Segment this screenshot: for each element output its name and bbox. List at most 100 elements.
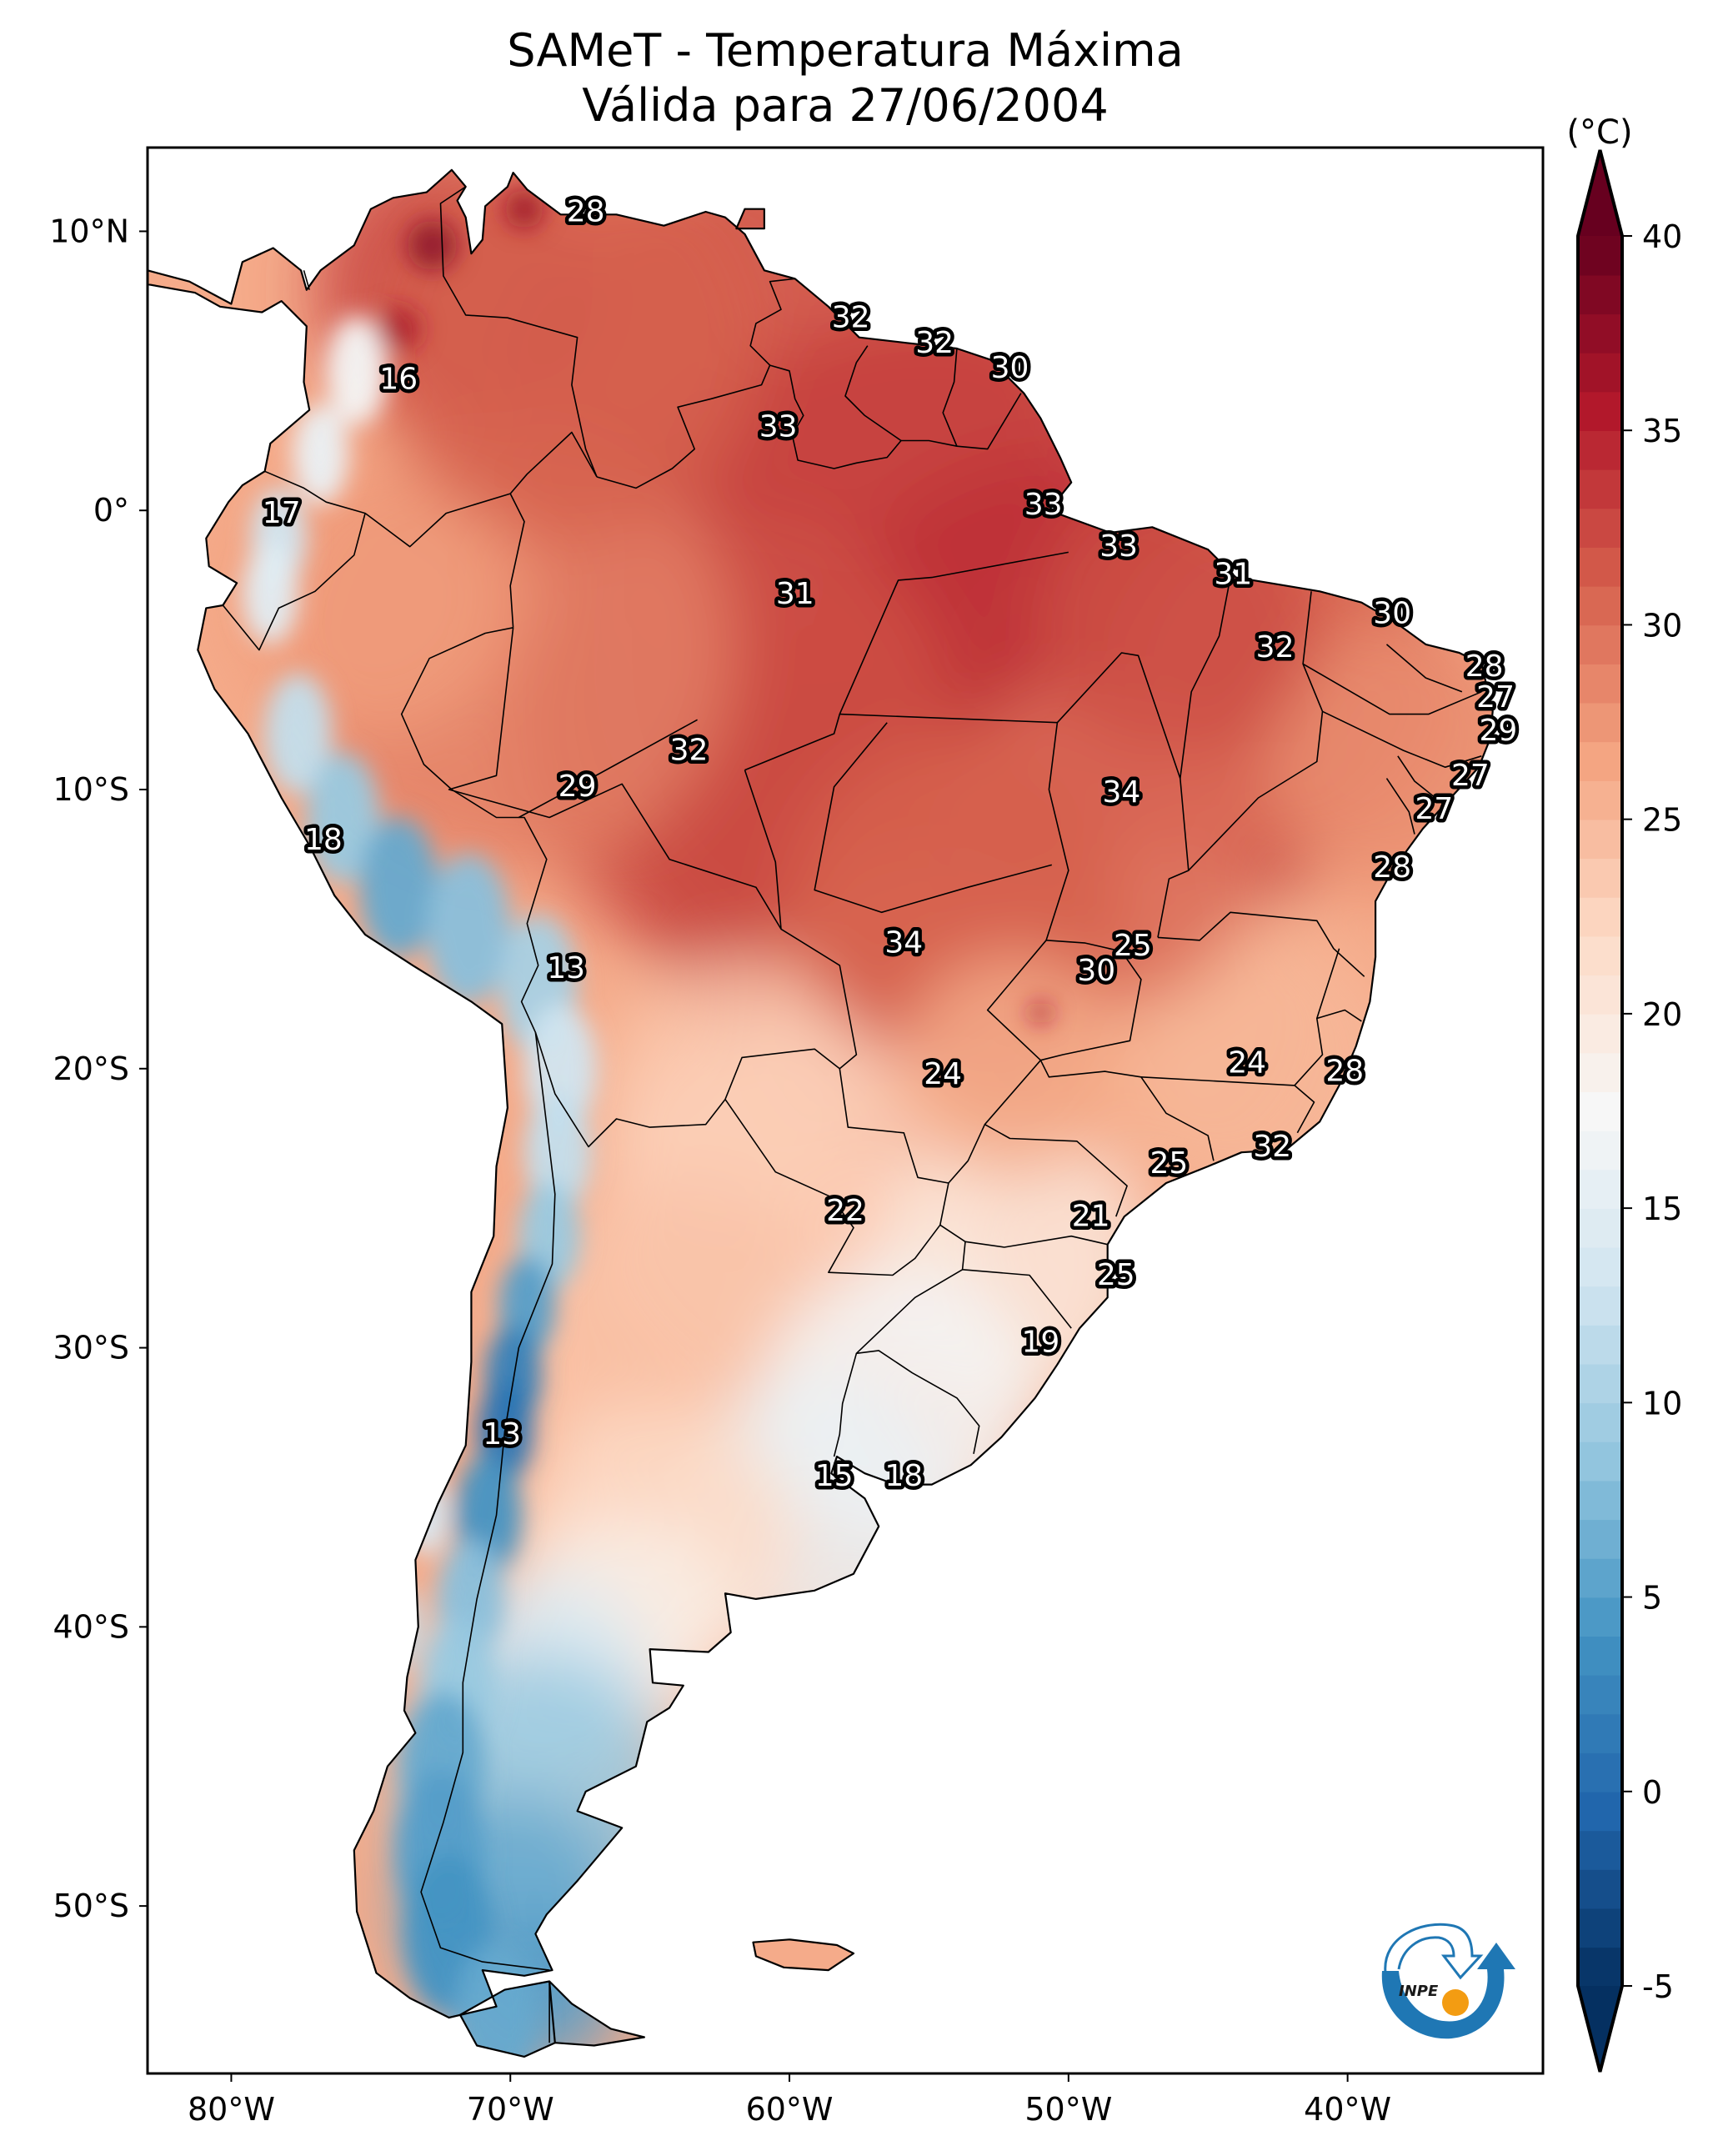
colorbar-level <box>1578 508 1622 548</box>
station-value-label: 32 <box>670 734 709 768</box>
colorbar-level <box>1578 430 1622 470</box>
colorbar-tick-label: 25 <box>1642 802 1682 839</box>
y-tick-label: 10°N <box>49 213 129 249</box>
border-line <box>1322 710 1482 768</box>
border-line <box>1385 778 1415 835</box>
border-line <box>956 393 1022 450</box>
border-line <box>596 278 795 489</box>
colorbar-segments <box>1578 150 1622 2072</box>
coastline-segment <box>752 1938 855 1972</box>
colorbar-level <box>1578 585 1622 626</box>
station-value-label: 15 <box>815 1459 854 1493</box>
colorbar-tick-label: 0 <box>1642 1774 1662 1811</box>
colorbar-level <box>1578 1286 1622 1326</box>
colorbar-level <box>1578 1091 1622 1131</box>
colorbar-level <box>1578 1402 1622 1442</box>
station-value-label: 31 <box>1214 558 1252 592</box>
station-value-label: 17 <box>263 496 301 530</box>
border-line <box>1316 948 1362 1022</box>
colorbar-tick-label: 35 <box>1642 413 1682 449</box>
station-value-label: 31 <box>776 577 814 611</box>
station-value-label: 25 <box>1097 1258 1135 1292</box>
border-line <box>222 513 366 651</box>
station-value-label: 33 <box>1099 529 1138 564</box>
colorbar-level <box>1578 1869 1622 1909</box>
colorbar: (°C) -5 0 5 10 15 20 25 30 35 40 <box>1566 113 1682 2073</box>
colorbar-level <box>1578 624 1622 664</box>
colorbar-level <box>1578 1325 1622 1365</box>
title-line-1: SAMeT - Temperatura Máxima <box>507 24 1184 77</box>
y-tick-label: 20°S <box>53 1050 129 1087</box>
colorbar-level <box>1578 352 1622 393</box>
colorbar-level <box>1578 469 1622 509</box>
border-line <box>1180 577 1231 779</box>
colorbar-level <box>1578 547 1622 587</box>
plot-frame <box>146 146 1545 2075</box>
station-value-label: 28 <box>1373 850 1411 885</box>
station-value-label: 13 <box>483 1417 521 1452</box>
coastline <box>148 168 1494 2058</box>
border-line <box>1188 591 1324 871</box>
border-line <box>400 627 548 1033</box>
station-value-label: 34 <box>1103 775 1141 810</box>
colorbar-level <box>1578 1830 1622 1870</box>
station-value-label: 27 <box>1451 759 1490 793</box>
y-axis-ticks: 10°N 0° 10°S 20°S 30°S 40°S 50°S <box>49 213 148 1924</box>
x-tick-label: 70°W <box>467 2091 554 2128</box>
border-line <box>744 551 1069 771</box>
temperature-field <box>148 169 1493 2057</box>
station-value-label: 32 <box>1253 1130 1291 1164</box>
station-value-label: 18 <box>884 1459 923 1493</box>
border-line <box>1140 1076 1315 1134</box>
station-value-label: 34 <box>884 926 923 960</box>
station-value-label: 29 <box>558 770 597 804</box>
country-borders <box>222 186 1482 2043</box>
border-line <box>1302 663 1482 715</box>
border-line <box>769 345 902 469</box>
colorbar-level <box>1578 1130 1622 1171</box>
station-value-label: 18 <box>304 823 343 857</box>
station-value-label: 32 <box>832 301 870 335</box>
x-tick-label: 60°W <box>746 2091 834 2128</box>
border-line <box>744 770 782 930</box>
colorbar-level <box>1578 1557 1622 1598</box>
chart-title: SAMeT - Temperatura Máxima Válida para 2… <box>148 23 1543 133</box>
colorbar-level <box>1578 1480 1622 1521</box>
colorbar-level <box>1578 935 1622 976</box>
colorbar-level <box>1578 896 1622 937</box>
y-tick-label: 30°S <box>53 1330 129 1366</box>
station-value-label: 33 <box>1024 488 1063 522</box>
colorbar-level <box>1578 1947 1622 1987</box>
station-value-label: 33 <box>759 409 798 444</box>
border-line <box>948 940 1142 1184</box>
colorbar-level <box>1578 741 1622 781</box>
colorbar-level <box>1578 1636 1622 1676</box>
colorbar-ticks: -5 0 5 10 15 20 25 30 35 40 <box>1622 218 1682 2005</box>
title-line-2: Válida para 27/06/2004 <box>582 79 1109 132</box>
border-line <box>420 1032 556 1971</box>
station-value-label: 24 <box>1228 1046 1266 1081</box>
station-value-label: 25 <box>1150 1146 1188 1181</box>
logo-text: INPE <box>1399 1983 1439 2000</box>
station-value-label: 25 <box>1114 929 1152 963</box>
colorbar-level <box>1578 1752 1622 1792</box>
colorbar-level <box>1578 1208 1622 1248</box>
colorbar-tick-label: 30 <box>1642 607 1682 644</box>
station-value-label: 13 <box>547 951 585 985</box>
logo-outline-arrow-icon <box>1384 1923 1484 1980</box>
logo-sun-icon <box>1442 1989 1469 2016</box>
station-value-label: 32 <box>915 326 954 360</box>
border-line <box>833 1353 858 1457</box>
colorbar-level <box>1578 1363 1622 1404</box>
colorbar-level <box>1578 664 1622 704</box>
station-value-label: 30 <box>1077 954 1115 988</box>
colorbar-extend-min <box>1578 1986 1622 2072</box>
station-value-label: 30 <box>1373 597 1411 631</box>
x-tick-label: 50°W <box>1024 2091 1112 2128</box>
y-tick-label: 0° <box>93 492 129 529</box>
colorbar-level <box>1578 1246 1622 1287</box>
colorbar-level <box>1578 1908 1622 1948</box>
